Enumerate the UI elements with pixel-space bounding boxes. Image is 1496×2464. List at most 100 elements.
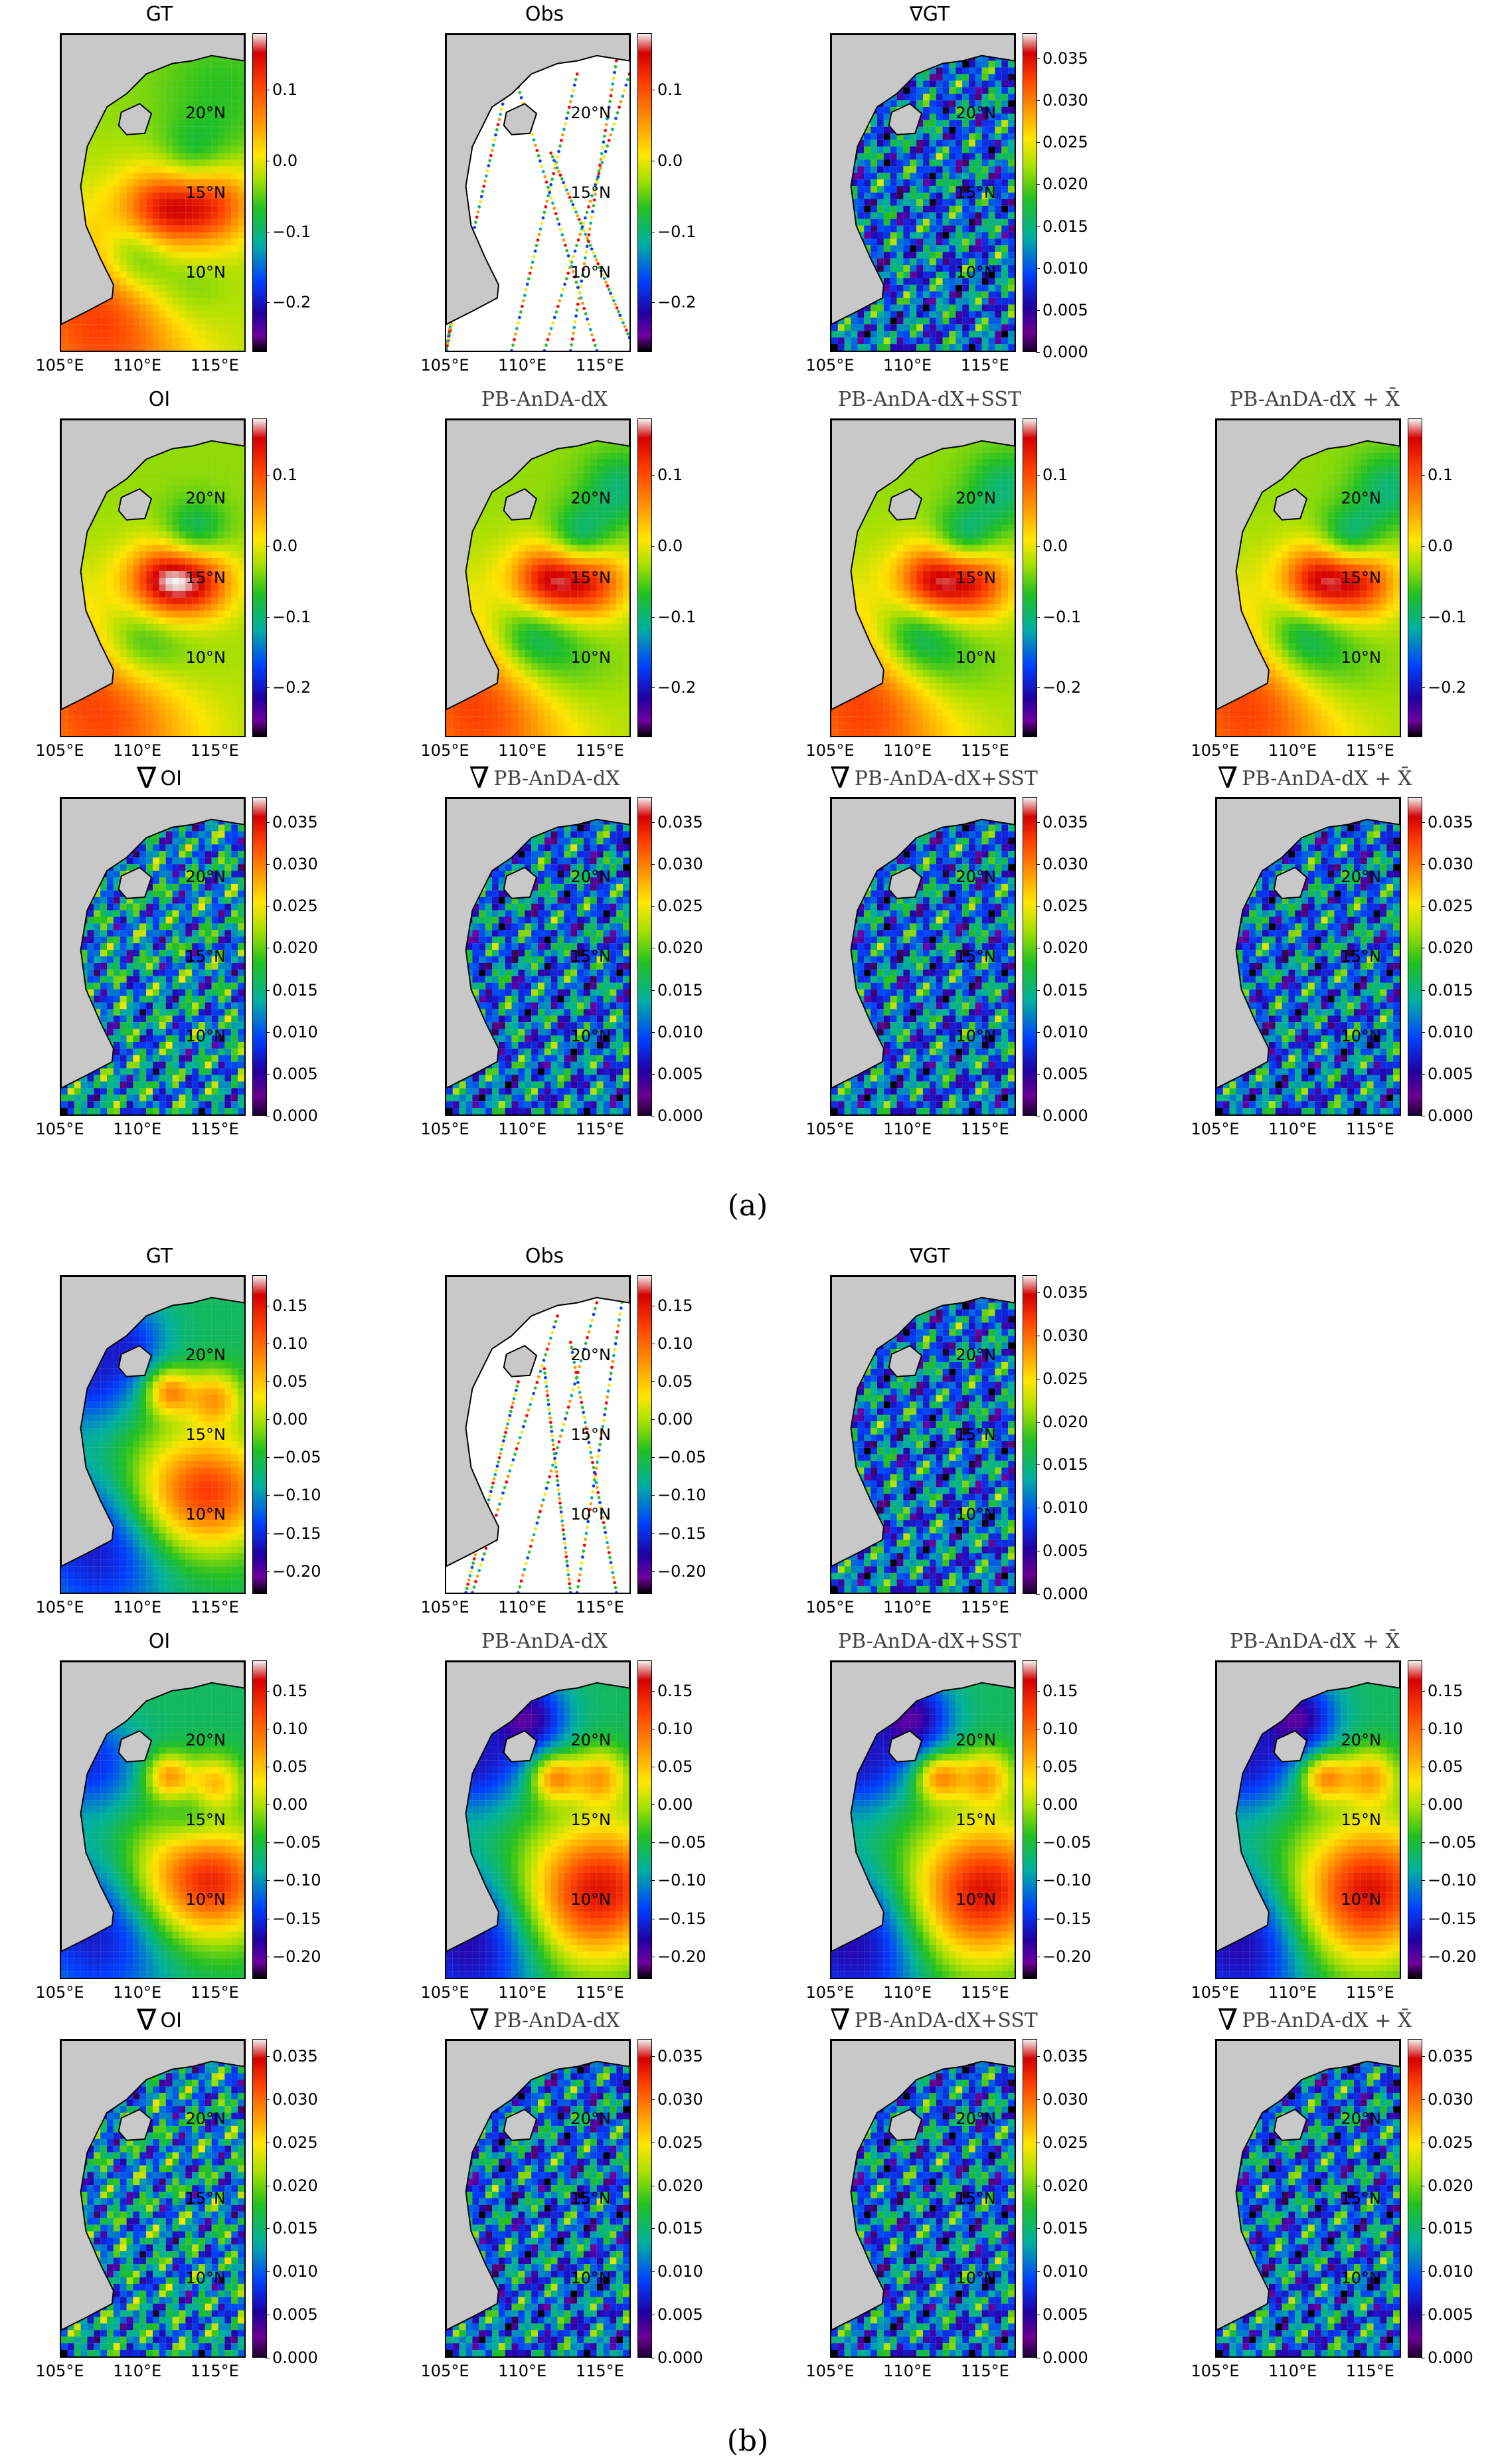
colorbar-tick-label: 0.010 bbox=[1036, 2262, 1088, 2281]
field-plot bbox=[1216, 2040, 1400, 2356]
colorbar-tick-label: −0.1 bbox=[1035, 608, 1081, 626]
colorbar-tick-label: 0.025 bbox=[651, 897, 703, 915]
panel-title: PB-AnDA-dX+SST bbox=[830, 1627, 1029, 1656]
panel-title-text: PB-AnDA-dX+SST bbox=[855, 767, 1038, 790]
lat-tick-label: 15°N bbox=[1341, 1810, 1382, 1829]
hainan-island bbox=[1273, 866, 1308, 899]
map-area bbox=[445, 1660, 631, 1979]
land-mass bbox=[446, 1276, 629, 1567]
colorbar-tick-label: −0.2 bbox=[265, 293, 311, 311]
lat-tick-label: 15°N bbox=[571, 569, 612, 587]
lon-tick-label: 105°E bbox=[421, 741, 469, 760]
colorbar bbox=[637, 33, 652, 352]
lon-tick-label: 110°E bbox=[883, 356, 932, 375]
lat-tick-label: 20°N bbox=[571, 867, 612, 886]
colorbar-tick-label: 0.000 bbox=[1421, 1106, 1473, 1125]
lon-tick-label: 115°E bbox=[576, 1598, 624, 1617]
lon-tick-label: 105°E bbox=[421, 1598, 469, 1617]
colorbar bbox=[252, 1275, 267, 1594]
panel-title: ∇GT bbox=[830, 1242, 1029, 1271]
colorbar-tick-label: 0.010 bbox=[266, 2262, 318, 2281]
colorbar-tick-label: 0.010 bbox=[1036, 259, 1088, 278]
lon-tick-label: 110°E bbox=[498, 356, 546, 375]
lat-tick-label: 10°N bbox=[571, 263, 612, 282]
colorbar-tick-label: 0.015 bbox=[266, 2219, 318, 2238]
lat-tick-label: 15°N bbox=[1341, 2189, 1382, 2208]
colorbar-tick-label: 0.025 bbox=[1036, 2133, 1088, 2152]
lat-tick-label: 10°N bbox=[571, 1027, 612, 1045]
lon-tick-label: 110°E bbox=[498, 1983, 546, 2002]
lat-tick-label: 10°N bbox=[956, 1890, 997, 1909]
colorbar-tick-label: 0.0 bbox=[265, 151, 297, 170]
colorbar-tick-label: −0.20 bbox=[1421, 1947, 1477, 1966]
colorbar-tick-label: 0.15 bbox=[265, 1682, 307, 1700]
map-area bbox=[60, 418, 246, 737]
colorbar-tick-label: −0.1 bbox=[650, 608, 696, 626]
lon-tick-label: 115°E bbox=[961, 356, 1009, 375]
colorbar-tick-label: 0.005 bbox=[1036, 1065, 1088, 1083]
field-plot bbox=[831, 420, 1015, 736]
lat-tick-label: 20°N bbox=[186, 867, 226, 886]
land-mass bbox=[831, 1662, 1015, 1953]
lon-tick-label: 105°E bbox=[36, 356, 84, 375]
lat-tick-label: 15°N bbox=[186, 1425, 226, 1444]
lon-tick-label: 115°E bbox=[576, 2362, 624, 2380]
colorbar bbox=[1408, 2039, 1422, 2358]
colorbar-tick-label: −0.05 bbox=[651, 1833, 706, 1852]
lat-tick-label: 20°N bbox=[571, 2109, 612, 2128]
lon-tick-label: 110°E bbox=[113, 1120, 161, 1138]
land-mass bbox=[61, 2040, 244, 2331]
panel-1-1-2: PB-AnDA-dX+SST 20°N 15°N 10°N 105°E 110°E 115°… bbox=[806, 1627, 1189, 2002]
colorbar-tick-label: −0.15 bbox=[266, 1909, 321, 1928]
lat-tick-label: 15°N bbox=[571, 947, 612, 966]
panel-title: PB-AnDA-dX bbox=[445, 1627, 644, 1656]
colorbar-tick-label: 0.010 bbox=[1421, 2262, 1473, 2281]
colorbar-tick-label: 0.015 bbox=[1036, 2219, 1088, 2238]
colorbar bbox=[637, 418, 652, 737]
panel-1-2-0: ∇ OI 20°N 15°N 10°N 105°E 110°E 115°E 0.035 0.030… bbox=[36, 2006, 418, 2381]
lon-tick-label: 105°E bbox=[421, 356, 469, 375]
panel-title-text: OI bbox=[149, 388, 170, 411]
colorbar-tick-label: −0.1 bbox=[1420, 608, 1466, 626]
colorbar-tick-label: −0.10 bbox=[1421, 1871, 1477, 1890]
lat-tick-label: 20°N bbox=[956, 104, 997, 122]
nabla-symbol: ∇ bbox=[1218, 761, 1238, 795]
panel-title: ∇ PB-AnDA-dX+SST bbox=[830, 2006, 1038, 2036]
lon-tick-label: 115°E bbox=[576, 1120, 624, 1138]
lon-tick-label: 115°E bbox=[961, 2362, 1009, 2380]
colorbar-tick-label: 0.025 bbox=[651, 2133, 703, 2152]
panel-0-1-2: PB-AnDA-dX+SST 20°N 15°N 10°N 105°E 110°E 115°… bbox=[806, 385, 1189, 760]
panel-title-text: OI bbox=[160, 767, 181, 790]
panel-title: ∇ PB-AnDA-dX+SST bbox=[830, 764, 1038, 794]
panel-title: OI bbox=[60, 385, 259, 414]
colorbar-tick-label: 0.020 bbox=[1036, 938, 1088, 957]
lat-tick-label: 20°N bbox=[186, 104, 226, 122]
lat-tick-label: 10°N bbox=[956, 1027, 997, 1045]
panel-title: ∇ PB-AnDA-dX bbox=[445, 2006, 644, 2036]
map-area bbox=[60, 1660, 246, 1979]
colorbar bbox=[1408, 418, 1422, 737]
colorbar-tick-label: 0.010 bbox=[1036, 1023, 1088, 1041]
colorbar-tick-label: 0.00 bbox=[1420, 1795, 1463, 1814]
hainan-island bbox=[503, 1344, 538, 1377]
hainan-island bbox=[118, 2108, 153, 2141]
lon-tick-label: 105°E bbox=[36, 1598, 84, 1617]
lon-tick-label: 115°E bbox=[1346, 2362, 1394, 2380]
colorbar-tick-label: −0.2 bbox=[265, 678, 311, 697]
panel-title-text: OI bbox=[160, 2009, 181, 2032]
lat-tick-label: 20°N bbox=[571, 104, 612, 122]
colorbar-tick-label: 0.020 bbox=[1036, 175, 1088, 193]
colorbar-tick-label: 0.015 bbox=[1036, 1455, 1088, 1474]
colorbar-tick-label: 0.020 bbox=[1421, 938, 1473, 957]
lat-tick-label: 15°N bbox=[956, 1810, 997, 1829]
colorbar-tick-label: 0.15 bbox=[650, 1682, 693, 1700]
colorbar-tick-label: −0.1 bbox=[650, 222, 696, 241]
lon-tick-label: 105°E bbox=[806, 741, 855, 760]
panel-title: Obs bbox=[445, 1242, 644, 1271]
panel-1-1-3: PB-AnDA-dX + X̄ 20°N 15°N 10°N 105°E 110°E 115… bbox=[1191, 1627, 1496, 2002]
lon-tick-label: 115°E bbox=[1346, 1120, 1394, 1138]
map-area bbox=[1215, 797, 1401, 1116]
panel-1-1-0: OI 20°N 15°N 10°N 105°E 110°E 115°E 0.15 0.10 0.0… bbox=[36, 1627, 418, 2002]
lon-tick-label: 105°E bbox=[421, 1120, 469, 1138]
lon-tick-label: 110°E bbox=[1268, 1983, 1317, 2002]
